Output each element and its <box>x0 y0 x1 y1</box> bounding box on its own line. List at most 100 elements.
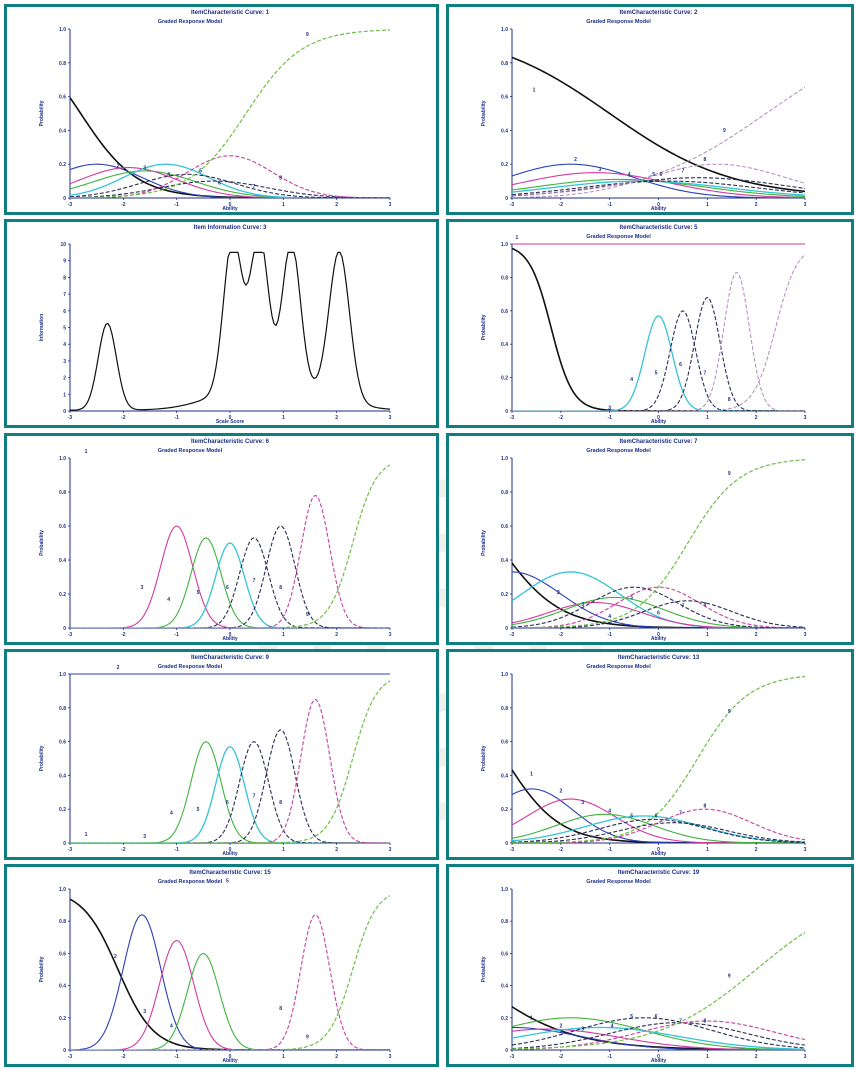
chart-panel: Item Information Curve: 3 -3 -2 -1 0 1 2 3 0 1 2 3 4… <box>4 219 439 428</box>
x-tick-label: 3 <box>389 415 392 421</box>
series-line-category-4 <box>512 1017 805 1050</box>
x-axis-label: Ability <box>222 1058 237 1064</box>
chart-title: ItemCharacteristic Curve: 15 <box>189 870 271 876</box>
y-tick-label: 0.2 <box>501 1016 508 1022</box>
curve-category-label: 5 <box>652 172 655 178</box>
series-line-category-2 <box>512 247 805 411</box>
plot-area <box>70 251 390 411</box>
chart-svg: ItemCharacteristic Curve: 9 Graded Respon… <box>39 655 392 857</box>
chart-panel: ItemCharacteristic Curve: 9 Graded Respon… <box>4 649 439 860</box>
x-tick-label: -3 <box>510 847 515 853</box>
y-tick-label: 0 <box>505 196 508 202</box>
chart-panel: ItemCharacteristic Curve: 7 Graded Respon… <box>446 433 854 645</box>
series-line-category-6 <box>70 537 390 628</box>
y-tick-label: 0 <box>63 409 66 415</box>
x-tick-label: 0 <box>229 1054 232 1060</box>
y-tick-label: 1.0 <box>501 456 508 462</box>
x-tick-label: -2 <box>559 1054 564 1060</box>
x-tick-label: 1 <box>282 415 285 421</box>
y-tick-label: 0 <box>63 196 66 202</box>
series-line-category-2 <box>512 571 805 628</box>
x-tick-label: -2 <box>121 847 126 853</box>
curve-category-label: 9 <box>728 974 731 980</box>
y-tick-label: 0.2 <box>501 376 508 382</box>
x-tick-label: -1 <box>607 847 612 853</box>
curve-category-label: 2 <box>114 954 117 960</box>
curve-category-label: 6 <box>660 172 663 178</box>
series-line-category-6 <box>512 180 805 196</box>
series-line-category-7 <box>512 586 805 628</box>
x-tick-label: 2 <box>335 1054 338 1060</box>
chart-svg: ItemCharacteristic Curve: 1 Graded Respon… <box>39 10 392 212</box>
series-line-category-4 <box>70 537 390 628</box>
series-line-category-6 <box>70 740 390 843</box>
x-tick-label: 3 <box>389 632 392 638</box>
curve-category-label: 7 <box>253 578 256 584</box>
curve-category-label: 1 <box>530 771 533 777</box>
x-tick-label: -2 <box>121 202 126 208</box>
x-tick-label: 2 <box>335 847 338 853</box>
curve-category-label: 2 <box>559 788 562 794</box>
y-tick-label: 0.2 <box>59 807 66 813</box>
curve-category-label: 3 <box>581 602 584 608</box>
chart-subtitle: Graded Response Model <box>158 664 223 670</box>
series-line-category-9 <box>512 459 805 628</box>
y-tick-label: 0 <box>63 1048 66 1054</box>
x-tick-label: 1 <box>706 847 709 853</box>
x-tick-label: 0 <box>229 632 232 638</box>
x-tick-label: -2 <box>559 202 564 208</box>
curve-category-label: 8 <box>279 585 282 591</box>
x-tick-label: -3 <box>510 1054 515 1060</box>
chart-title: ItemCharacteristic Curve: 6 <box>191 439 270 445</box>
curve-category-label: 1 <box>85 449 88 455</box>
x-tick-label: 3 <box>804 415 807 421</box>
chart-title: ItemCharacteristic Curve: 1 <box>191 10 270 16</box>
x-tick-label: 0 <box>229 202 232 208</box>
x-tick-label: 0 <box>229 847 232 853</box>
x-tick-label: -3 <box>510 202 515 208</box>
curve-category-label: 5 <box>655 370 658 376</box>
curve-category-label: 4 <box>611 1023 614 1029</box>
series-line-category-2 <box>512 788 805 843</box>
chart-panel: ItemCharacteristic Curve: 2 Graded Respon… <box>446 4 854 215</box>
series-line-category-3 <box>70 525 390 628</box>
curve-category-label: 9 <box>723 128 726 134</box>
x-tick-label: -1 <box>174 847 179 853</box>
x-tick-label: 1 <box>282 847 285 853</box>
curve-category-label: 2 <box>574 157 577 163</box>
series-line-category-8 <box>70 155 390 198</box>
y-tick-label: 1.0 <box>59 887 66 893</box>
y-tick-label: 0.8 <box>59 61 66 67</box>
x-tick-label: 0 <box>657 202 660 208</box>
chart-title: Item Information Curve: 3 <box>194 225 267 231</box>
series-line-category-9 <box>70 464 390 628</box>
series-line-category-9 <box>512 931 805 1050</box>
curve-category-label: 2 <box>117 164 120 170</box>
chart-subtitle: Graded Response Model <box>586 879 651 885</box>
series-line-category-9 <box>512 254 805 411</box>
x-tick-label: 1 <box>282 1054 285 1060</box>
curve-category-label: 5 <box>630 814 633 820</box>
curve-category-label: 7 <box>679 1019 682 1025</box>
series-line-category-2 <box>70 914 390 1050</box>
y-axis-label: Probability <box>39 100 45 126</box>
y-tick-label: 0.6 <box>59 951 66 957</box>
x-tick-label: -2 <box>121 632 126 638</box>
x-tick-label: -2 <box>559 847 564 853</box>
x-tick-label: 2 <box>335 415 338 421</box>
y-axis-label: Information <box>39 314 45 342</box>
chart-subtitle: Graded Response Model <box>586 448 651 454</box>
curve-category-label: 8 <box>728 397 731 403</box>
curve-category-label: 6 <box>657 610 660 616</box>
y-tick-label: 1.0 <box>59 27 66 33</box>
y-tick-label: 0.4 <box>501 342 508 348</box>
chart-title: ItemCharacteristic Curve: 2 <box>619 10 698 16</box>
x-axis-label: Ability <box>222 206 237 212</box>
x-tick-label: 3 <box>804 202 807 208</box>
x-axis-label: Ability <box>651 851 666 857</box>
x-tick-label: 2 <box>335 632 338 638</box>
curve-category-label: 9 <box>306 612 309 618</box>
x-axis-label: Ability <box>651 419 666 425</box>
y-tick-label: 0.8 <box>59 490 66 496</box>
curve-category-label: 3 <box>143 1009 146 1015</box>
